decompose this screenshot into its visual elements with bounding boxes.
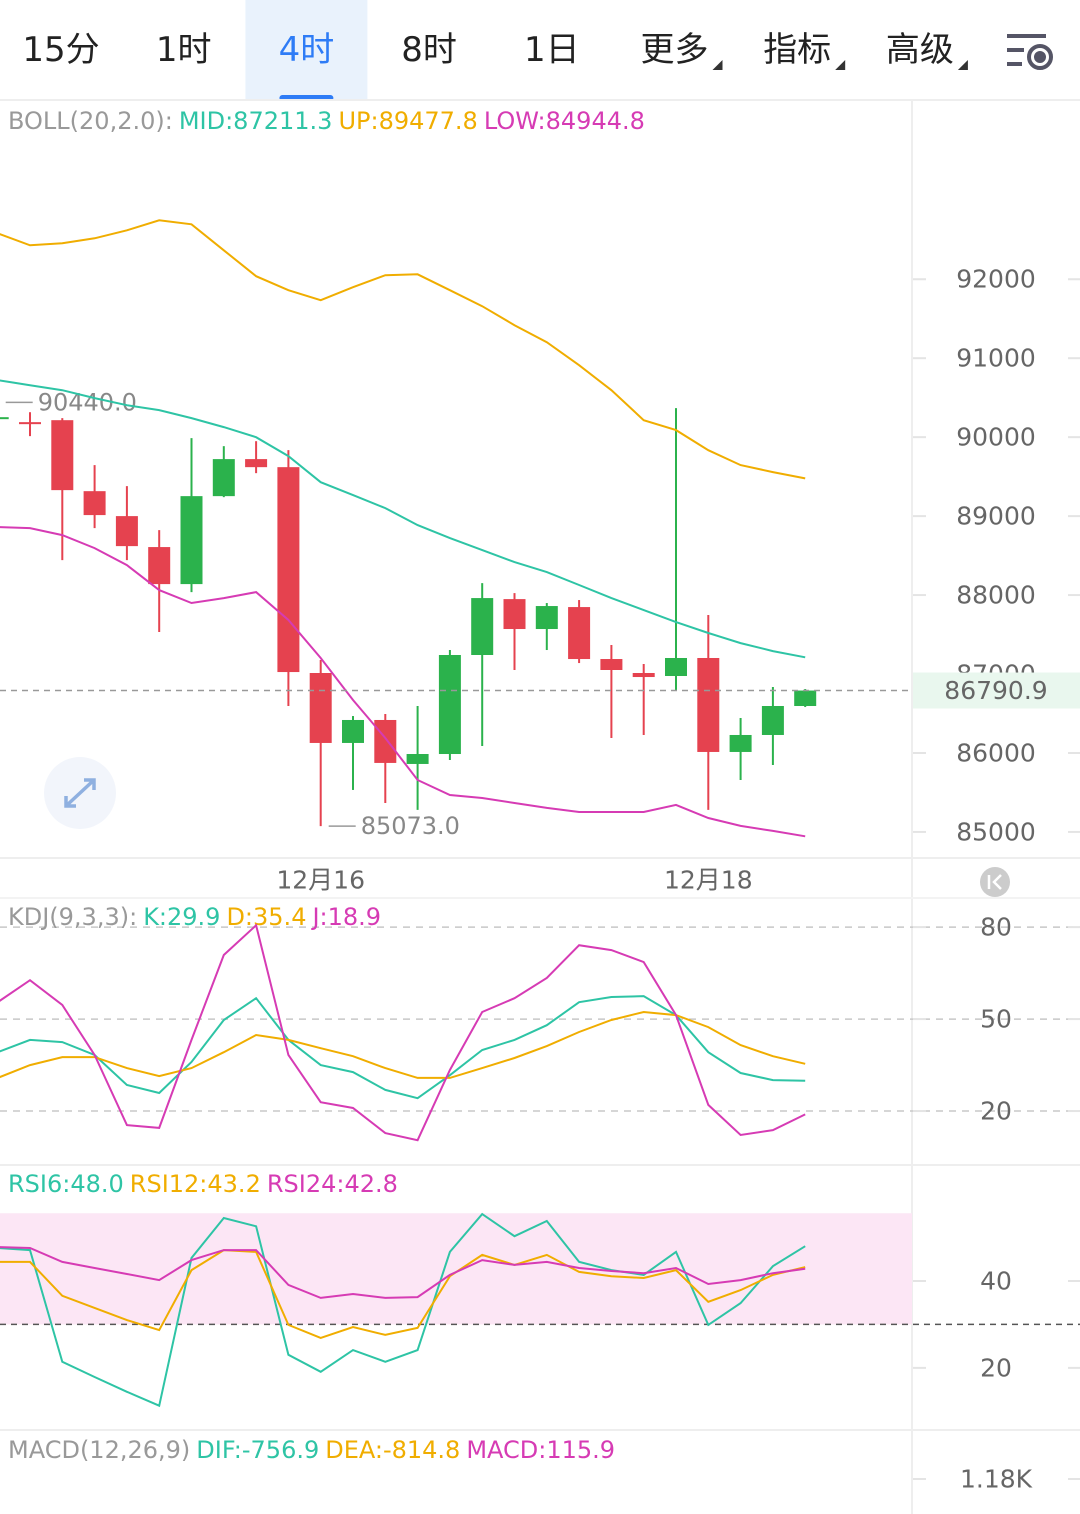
candle-body	[277, 467, 300, 673]
legend-entry: RSI12:43.2	[130, 1170, 261, 1198]
legend-entry: D:35.4	[226, 903, 306, 931]
menu-caret	[712, 60, 723, 70]
scroll-arrow	[987, 874, 1002, 890]
scroll-latest-button[interactable]	[980, 867, 1010, 897]
expand-button[interactable]	[44, 757, 116, 829]
last-price-badge	[913, 672, 1080, 709]
y-tick-label: 80	[980, 913, 1012, 942]
tab-bar: 15分 1时 4时 8时 1日 更多 指标 高级	[22, 0, 968, 101]
legend-entry: UP:89477.8	[338, 107, 477, 135]
x-tick-label: 12月16	[276, 866, 365, 895]
candle-body	[0, 417, 9, 420]
y-tick-label: 50	[980, 1005, 1012, 1034]
menu-caret	[957, 60, 968, 70]
candle-body	[83, 491, 106, 516]
indicator-line	[0, 1212, 806, 1408]
menu-caret	[835, 60, 846, 70]
candle-body	[697, 657, 720, 752]
legend-entry: J:18.9	[310, 903, 381, 931]
y-tick-label: 20	[980, 1353, 1012, 1382]
range-band	[0, 1213, 912, 1325]
last-price-label: 86790.9	[944, 676, 1047, 705]
indicator-line	[0, 995, 806, 1100]
candle-body	[438, 654, 461, 755]
indicator-line	[0, 219, 806, 480]
candle-body	[761, 706, 784, 735]
y-tick-label: 40	[980, 1266, 1012, 1295]
indicator-line	[0, 526, 806, 838]
y-tick-label: 20	[980, 1097, 1012, 1126]
legend-entry: KDJ(9,3,3):	[8, 903, 137, 931]
candle-body	[535, 606, 558, 630]
indicator-line	[0, 923, 806, 1142]
candle-body	[568, 607, 591, 660]
legend-entry: LOW:84944.8	[484, 107, 645, 135]
active-tab-bg	[245, 0, 368, 100]
tab[interactable]: 1日	[524, 30, 580, 70]
icon-gear	[1027, 44, 1053, 70]
expand-arrows	[64, 778, 96, 808]
indicator-line	[0, 1010, 806, 1079]
tab[interactable]: 4时	[279, 30, 335, 70]
icon-gear-core	[1034, 51, 1046, 63]
candle-body	[503, 599, 526, 630]
candle-body	[115, 516, 138, 547]
tab[interactable]: 指标	[763, 30, 831, 70]
legend-entry: MACD(12,26,9)	[8, 1436, 190, 1464]
legend-entry: MID:87211.3	[179, 107, 333, 135]
candle-body	[180, 496, 203, 585]
legend-entry: BOLL(20,2.0):	[8, 107, 173, 135]
candle-body	[212, 459, 235, 497]
settings-icon[interactable]	[1007, 34, 1053, 70]
tab[interactable]: 更多	[641, 30, 709, 70]
extreme-label: 85073.0	[361, 812, 460, 840]
y-tick-label: 1.18K	[960, 1465, 1033, 1494]
y-tick-label: 91000	[956, 344, 1036, 373]
candle-body	[632, 673, 655, 678]
candle-body	[148, 547, 171, 585]
candle-body	[600, 659, 623, 671]
plots: 8500086000870008800089000900009100092000…	[0, 107, 1080, 1494]
indicator-line	[0, 1249, 806, 1339]
tab[interactable]: 8时	[401, 30, 457, 70]
candle-body	[794, 690, 817, 707]
candle-body	[729, 734, 752, 752]
candle-body	[19, 422, 41, 425]
y-tick-label: 88000	[956, 581, 1036, 610]
tab[interactable]: 高级	[886, 30, 954, 70]
candle-body	[665, 657, 687, 677]
candle-body	[406, 754, 429, 764]
legend-entry: RSI24:42.8	[267, 1170, 398, 1198]
candle-body	[51, 420, 74, 491]
legend-entry: DIF:-756.9	[196, 1436, 319, 1464]
legend-entry: DEA:-814.8	[325, 1436, 460, 1464]
candle-body	[245, 459, 268, 468]
candle-body	[309, 673, 332, 743]
y-tick-label: 90000	[956, 423, 1036, 452]
x-tick-label: 12月18	[664, 866, 753, 895]
candle-body	[374, 719, 397, 763]
tab[interactable]: 1时	[156, 30, 212, 70]
legend-entry: K:29.9	[143, 903, 220, 931]
indicator-line	[0, 379, 806, 659]
candle-body	[342, 719, 364, 743]
legend-entry: MACD:115.9	[466, 1436, 615, 1464]
y-tick-label: 92000	[956, 265, 1036, 294]
y-tick-label: 89000	[956, 502, 1036, 531]
candle-body	[471, 598, 494, 655]
y-tick-label: 86000	[956, 738, 1036, 767]
legend-entry: RSI6:48.0	[8, 1170, 124, 1198]
indicator-line	[0, 1246, 806, 1299]
y-tick-label: 85000	[956, 817, 1036, 846]
tab[interactable]: 15分	[22, 30, 99, 70]
extreme-label: 90440.0	[38, 388, 137, 416]
